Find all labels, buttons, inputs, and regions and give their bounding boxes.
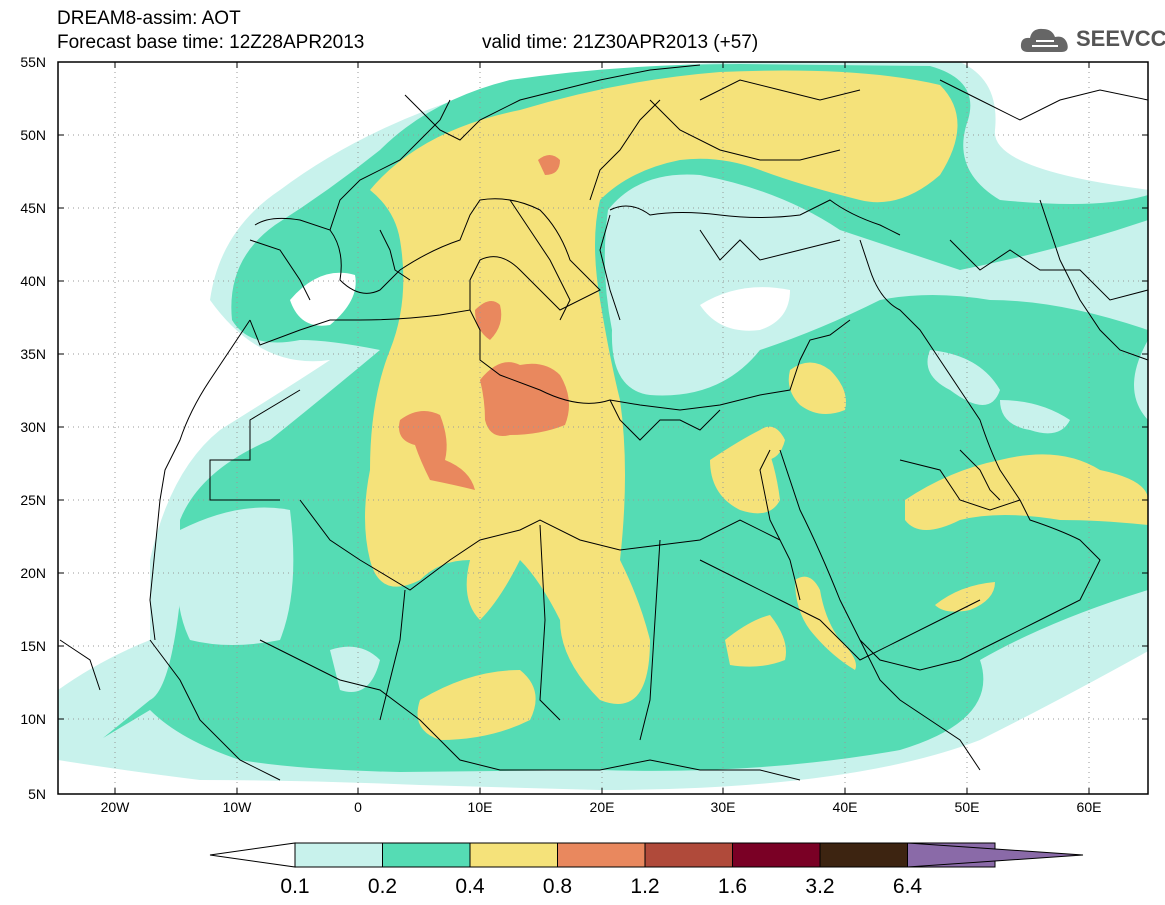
lat-label: 25N xyxy=(20,492,46,508)
lat-label: 20N xyxy=(20,565,46,581)
lat-label: 55N xyxy=(20,54,46,70)
lat-label: 50N xyxy=(20,127,46,143)
aot-fields xyxy=(58,62,1150,794)
lon-label: 60E xyxy=(1077,799,1102,815)
colorbar-label: 1.2 xyxy=(630,875,659,898)
lon-label: 10W xyxy=(223,799,253,815)
lat-label: 30N xyxy=(20,419,46,435)
colorbar-label: 0.8 xyxy=(543,875,572,898)
colorbar-swatch xyxy=(295,843,383,867)
lon-labels: 20W 10W 0 10E 20E 30E 40E 50E 60E xyxy=(101,799,1102,815)
aot-field-0.8 xyxy=(480,362,569,436)
lat-label: 35N xyxy=(20,346,46,362)
lat-label: 10N xyxy=(20,711,46,727)
lat-label: 40N xyxy=(20,273,46,289)
colorbar-swatch xyxy=(820,843,908,867)
colorbar-swatch xyxy=(558,843,646,867)
colorbar-label: 3.2 xyxy=(805,875,834,898)
aot-map: 55N 50N 45N 40N 35N 30N 25N 20N 15N 10N … xyxy=(0,0,1165,905)
colorbar: 0.1 0.2 0.4 0.8 1.2 1.6 3.2 6.4 xyxy=(210,843,1083,898)
lon-label: 0 xyxy=(354,799,362,815)
colorbar-label: 1.6 xyxy=(718,875,747,898)
colorbar-swatch xyxy=(645,843,733,867)
lon-label: 40E xyxy=(833,799,858,815)
lat-labels: 55N 50N 45N 40N 35N 30N 25N 20N 15N 10N … xyxy=(20,54,46,802)
lon-label: 10E xyxy=(468,799,493,815)
lat-label: 5N xyxy=(28,786,46,802)
lon-label: 50E xyxy=(955,799,980,815)
lon-label: 20W xyxy=(101,799,131,815)
lon-label: 20E xyxy=(590,799,615,815)
colorbar-label: 0.4 xyxy=(455,875,485,898)
lon-label: 30E xyxy=(711,799,736,815)
lat-label: 45N xyxy=(20,200,46,216)
colorbar-under-triangle xyxy=(210,843,295,867)
aot-field-0.1 xyxy=(177,508,294,646)
colorbar-label: 0.2 xyxy=(368,875,397,898)
colorbar-label: 0.1 xyxy=(280,875,309,898)
colorbar-swatch xyxy=(383,843,471,867)
colorbar-swatch xyxy=(470,843,558,867)
lat-label: 15N xyxy=(20,638,46,654)
colorbar-swatch xyxy=(733,843,821,867)
colorbar-label: 6.4 xyxy=(893,875,923,898)
